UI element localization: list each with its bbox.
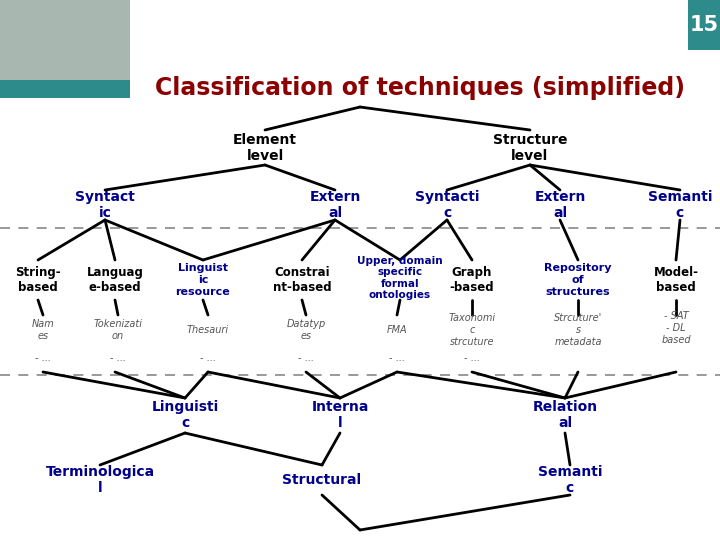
Text: Strcuture'
s
metadata: Strcuture' s metadata: [554, 313, 602, 347]
Text: Linguisti
c: Linguisti c: [151, 400, 219, 430]
Text: Interna
l: Interna l: [311, 400, 369, 430]
Text: Relation
al: Relation al: [532, 400, 598, 430]
Text: Languag
e-based: Languag e-based: [86, 266, 143, 294]
Bar: [688, 0, 720, 50]
Text: Element
level: Element level: [233, 133, 297, 163]
Text: Syntact
ic: Syntact ic: [75, 190, 135, 220]
Text: FMA: FMA: [387, 325, 408, 335]
Text: Linguist
ic
resource: Linguist ic resource: [176, 264, 230, 296]
Text: Structure
level: Structure level: [492, 133, 567, 163]
Text: - ...: - ...: [298, 353, 314, 363]
Bar: [0, 80, 130, 98]
Text: Constrai
nt-based: Constrai nt-based: [273, 266, 331, 294]
Text: Datatyp
es: Datatyp es: [287, 319, 325, 341]
Text: Model-
based: Model- based: [654, 266, 698, 294]
Text: Graph
-based: Graph -based: [450, 266, 495, 294]
Bar: [0, 0, 130, 80]
Text: Tokenizati
on: Tokenizati on: [94, 319, 143, 341]
Text: Upper, domain
specific
formal
ontologies: Upper, domain specific formal ontologies: [357, 255, 443, 300]
Text: Taxonomi
c
strcuture: Taxonomi c strcuture: [449, 313, 495, 347]
Text: - ...: - ...: [464, 353, 480, 363]
Text: - ...: - ...: [390, 353, 405, 363]
Text: Extern
al: Extern al: [534, 190, 585, 220]
Text: - ...: - ...: [200, 353, 216, 363]
Text: Extern
al: Extern al: [310, 190, 361, 220]
Text: Syntacti
c: Syntacti c: [415, 190, 480, 220]
Text: Thesauri: Thesauri: [187, 325, 229, 335]
Text: Repository
of
structures: Repository of structures: [544, 264, 612, 296]
Text: 15: 15: [690, 15, 719, 35]
Text: String-
based: String- based: [15, 266, 60, 294]
Bar: [0, 0, 130, 80]
Text: Terminologica
l: Terminologica l: [45, 465, 155, 495]
Text: - SAT
- DL
based: - SAT - DL based: [661, 312, 690, 345]
Text: Semanti
c: Semanti c: [648, 190, 712, 220]
Text: - ...: - ...: [35, 353, 51, 363]
Text: Classification of techniques (simplified): Classification of techniques (simplified…: [155, 76, 685, 100]
Text: - ...: - ...: [110, 353, 126, 363]
Text: Semanti
c: Semanti c: [538, 465, 602, 495]
Text: Structural: Structural: [282, 473, 361, 487]
Text: Nam
es: Nam es: [32, 319, 55, 341]
